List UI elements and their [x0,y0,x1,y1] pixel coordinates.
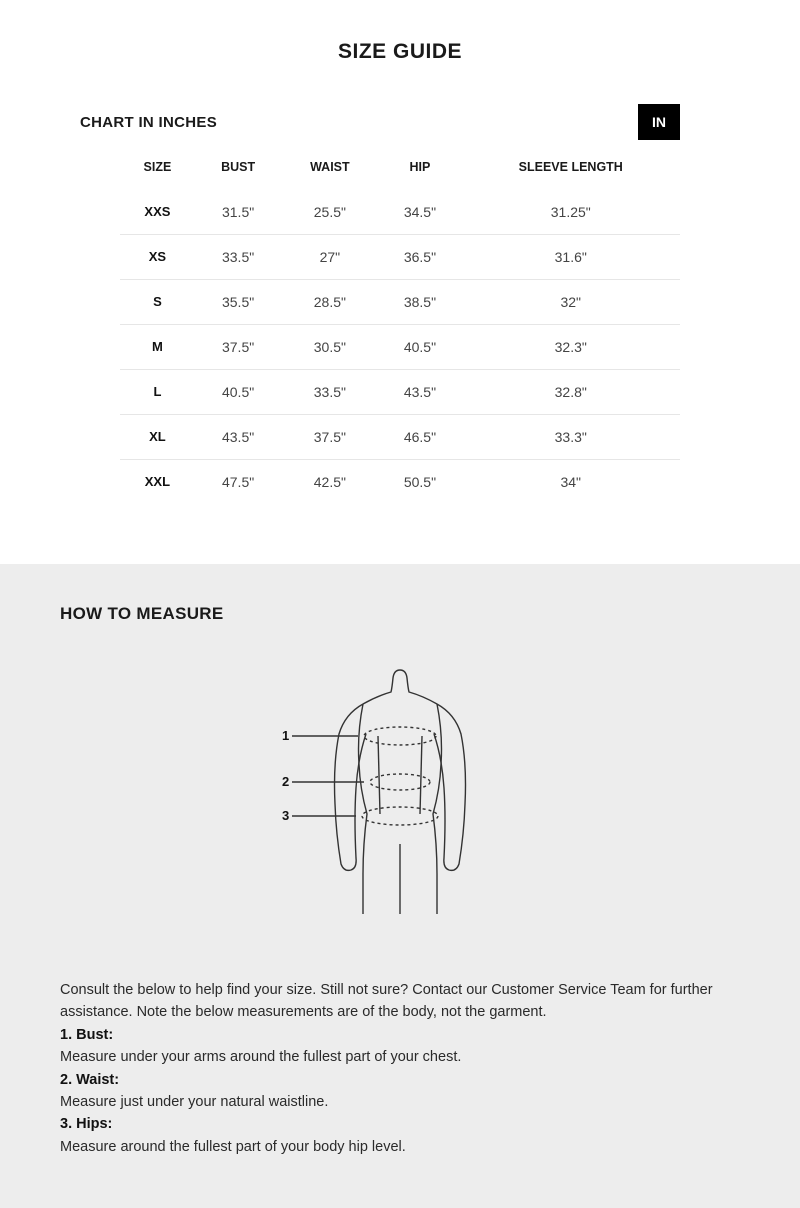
cell-bust: 33.5" [195,234,282,279]
table-row: XS33.5"27"36.5"31.6" [120,234,680,279]
col-sleeve: SLEEVE LENGTH [462,150,680,190]
cell-waist: 37.5" [281,414,378,459]
table-header-row: SIZE BUST WAIST HIP SLEEVE LENGTH [120,150,680,190]
cell-hip: 46.5" [378,414,461,459]
cell-sleeve: 32.3" [462,324,680,369]
size-guide-section: SIZE GUIDE CHART IN INCHES IN SIZE BUST … [0,0,800,564]
cell-bust: 35.5" [195,279,282,324]
cell-bust: 43.5" [195,414,282,459]
cell-hip: 40.5" [378,324,461,369]
cell-bust: 37.5" [195,324,282,369]
how-to-measure-section: HOW TO MEASURE [0,564,800,1208]
measure-item-text: Measure under your arms around the fulle… [60,1046,740,1068]
cell-bust: 40.5" [195,369,282,414]
col-hip: HIP [378,150,461,190]
measure-intro: Consult the below to help find your size… [60,979,740,1024]
cell-sleeve: 31.25" [462,190,680,235]
cell-waist: 30.5" [281,324,378,369]
measure-item-label: 3. Hips: [60,1116,112,1132]
cell-hip: 38.5" [378,279,461,324]
cell-sleeve: 31.6" [462,234,680,279]
cell-size: XL [120,414,195,459]
cell-hip: 43.5" [378,369,461,414]
table-row: XXS31.5"25.5"34.5"31.25" [120,190,680,235]
cell-waist: 27" [281,234,378,279]
cell-size: S [120,279,195,324]
table-row: XL43.5"37.5"46.5"33.3" [120,414,680,459]
cell-waist: 25.5" [281,190,378,235]
measure-item-text: Measure just under your natural waistlin… [60,1091,740,1113]
figure-label-3: 3 [282,808,289,823]
measure-title: HOW TO MEASURE [60,604,740,624]
col-waist: WAIST [281,150,378,190]
cell-hip: 34.5" [378,190,461,235]
measure-item-label: 2. Waist: [60,1072,119,1088]
measure-item-text: Measure around the fullest part of your … [60,1136,740,1158]
cell-waist: 28.5" [281,279,378,324]
cell-sleeve: 33.3" [462,414,680,459]
size-table-body: XXS31.5"25.5"34.5"31.25"XS33.5"27"36.5"3… [120,190,680,504]
figure-label-2: 2 [282,774,289,789]
cell-bust: 47.5" [195,459,282,504]
page-title: SIZE GUIDE [60,40,740,64]
measure-item-label: 1. Bust: [60,1027,113,1043]
table-row: L40.5"33.5"43.5"32.8" [120,369,680,414]
cell-sleeve: 32" [462,279,680,324]
cell-size: XXS [120,190,195,235]
cell-waist: 42.5" [281,459,378,504]
cell-waist: 33.5" [281,369,378,414]
chart-subtitle: CHART IN INCHES [80,114,217,131]
cell-size: XS [120,234,195,279]
table-row: S35.5"28.5"38.5"32" [120,279,680,324]
cell-size: L [120,369,195,414]
cell-sleeve: 32.8" [462,369,680,414]
col-bust: BUST [195,150,282,190]
body-figure-icon: 1 2 3 [250,664,550,924]
cell-sleeve: 34" [462,459,680,504]
chart-header: CHART IN INCHES IN [60,104,740,140]
figure-label-1: 1 [282,728,289,743]
table-row: M37.5"30.5"40.5"32.3" [120,324,680,369]
col-size: SIZE [120,150,195,190]
unit-toggle-button[interactable]: IN [638,104,680,140]
cell-hip: 36.5" [378,234,461,279]
cell-bust: 31.5" [195,190,282,235]
cell-hip: 50.5" [378,459,461,504]
cell-size: XXL [120,459,195,504]
size-chart-table: SIZE BUST WAIST HIP SLEEVE LENGTH XXS31.… [120,150,680,504]
cell-size: M [120,324,195,369]
measurement-figure: 1 2 3 [60,664,740,929]
table-row: XXL47.5"42.5"50.5"34" [120,459,680,504]
measure-instructions: Consult the below to help find your size… [60,979,740,1159]
